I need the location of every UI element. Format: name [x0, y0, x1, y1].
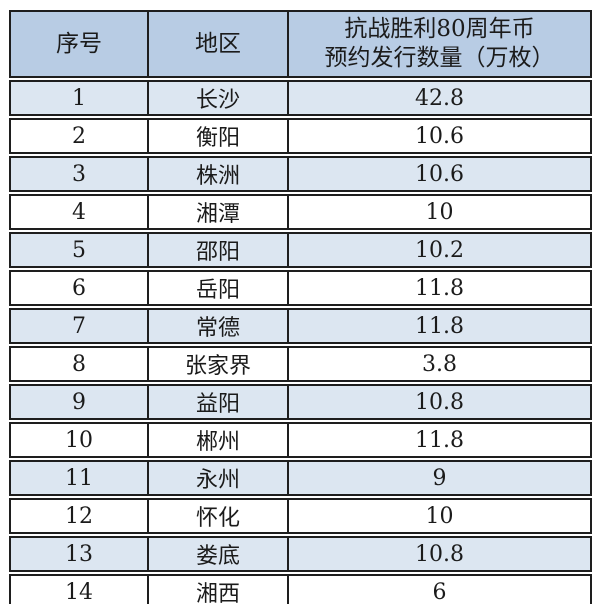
region-cell: 邵阳: [147, 232, 287, 268]
table-row: 14 湘西 6: [9, 574, 592, 604]
seq-cell: 2: [9, 118, 147, 154]
table-row: 9 益阳 10.8: [9, 384, 592, 420]
table-header: 序号 地区 抗战胜利80周年币 预约发行数量（万枚）: [9, 10, 592, 78]
seq-cell: 14: [9, 574, 147, 604]
table-row: 5 邵阳 10.2: [9, 232, 592, 268]
region-cell: 湘西: [147, 574, 287, 604]
region-cell: 益阳: [147, 384, 287, 420]
region-cell: 长沙: [147, 80, 287, 116]
seq-cell: 13: [9, 536, 147, 572]
region-cell: 岳阳: [147, 270, 287, 306]
header-quantity-line2: 预约发行数量（万枚）: [324, 45, 555, 71]
table-row: 8 张家界 3.8: [9, 346, 592, 382]
table-row: 2 衡阳 10.6: [9, 118, 592, 154]
region-cell: 永州: [147, 460, 287, 496]
region-cell: 衡阳: [147, 118, 287, 154]
seq-cell: 6: [9, 270, 147, 306]
seq-cell: 12: [9, 498, 147, 534]
table-row: 7 常德 11.8: [9, 308, 592, 344]
seq-cell: 3: [9, 156, 147, 192]
seq-cell: 10: [9, 422, 147, 458]
table-row: 10 郴州 11.8: [9, 422, 592, 458]
region-cell: 株洲: [147, 156, 287, 192]
header-row: 序号 地区 抗战胜利80周年币 预约发行数量（万枚）: [9, 10, 592, 78]
value-cell: 10.2: [287, 232, 592, 268]
table-row: 12 怀化 10: [9, 498, 592, 534]
value-cell: 6: [287, 574, 592, 604]
region-cell: 张家界: [147, 346, 287, 382]
coin-issuance-table: 序号 地区 抗战胜利80周年币 预约发行数量（万枚） 1 长沙 42.8 2 衡阳 10.…: [9, 8, 592, 604]
region-cell: 怀化: [147, 498, 287, 534]
value-cell: 10.8: [287, 384, 592, 420]
table-row: 6 岳阳 11.8: [9, 270, 592, 306]
table-row: 1 长沙 42.8: [9, 80, 592, 116]
value-cell: 42.8: [287, 80, 592, 116]
value-cell: 10.6: [287, 118, 592, 154]
region-cell: 娄底: [147, 536, 287, 572]
table-body: 1 长沙 42.8 2 衡阳 10.6 3 株洲 10.6 4 湘潭 10 5 邵阳 10.2 6 岳阳 11.8…: [9, 80, 592, 604]
table-row: 13 娄底 10.8: [9, 536, 592, 572]
header-quantity: 抗战胜利80周年币 预约发行数量（万枚）: [287, 10, 592, 78]
seq-cell: 11: [9, 460, 147, 496]
seq-cell: 1: [9, 80, 147, 116]
value-cell: 11.8: [287, 308, 592, 344]
table-row: 11 永州 9: [9, 460, 592, 496]
value-cell: 11.8: [287, 422, 592, 458]
value-cell: 3.8: [287, 346, 592, 382]
seq-cell: 5: [9, 232, 147, 268]
value-cell: 10: [287, 498, 592, 534]
header-quantity-line1: 抗战胜利80周年币: [344, 16, 535, 42]
region-cell: 湘潭: [147, 194, 287, 230]
value-cell: 10.8: [287, 536, 592, 572]
region-cell: 常德: [147, 308, 287, 344]
value-cell: 10.6: [287, 156, 592, 192]
value-cell: 11.8: [287, 270, 592, 306]
value-cell: 10: [287, 194, 592, 230]
value-cell: 9: [287, 460, 592, 496]
header-seq: 序号: [9, 10, 147, 78]
seq-cell: 4: [9, 194, 147, 230]
table-row: 3 株洲 10.6: [9, 156, 592, 192]
seq-cell: 9: [9, 384, 147, 420]
seq-cell: 7: [9, 308, 147, 344]
header-region: 地区: [147, 10, 287, 78]
table-row: 4 湘潭 10: [9, 194, 592, 230]
region-cell: 郴州: [147, 422, 287, 458]
seq-cell: 8: [9, 346, 147, 382]
